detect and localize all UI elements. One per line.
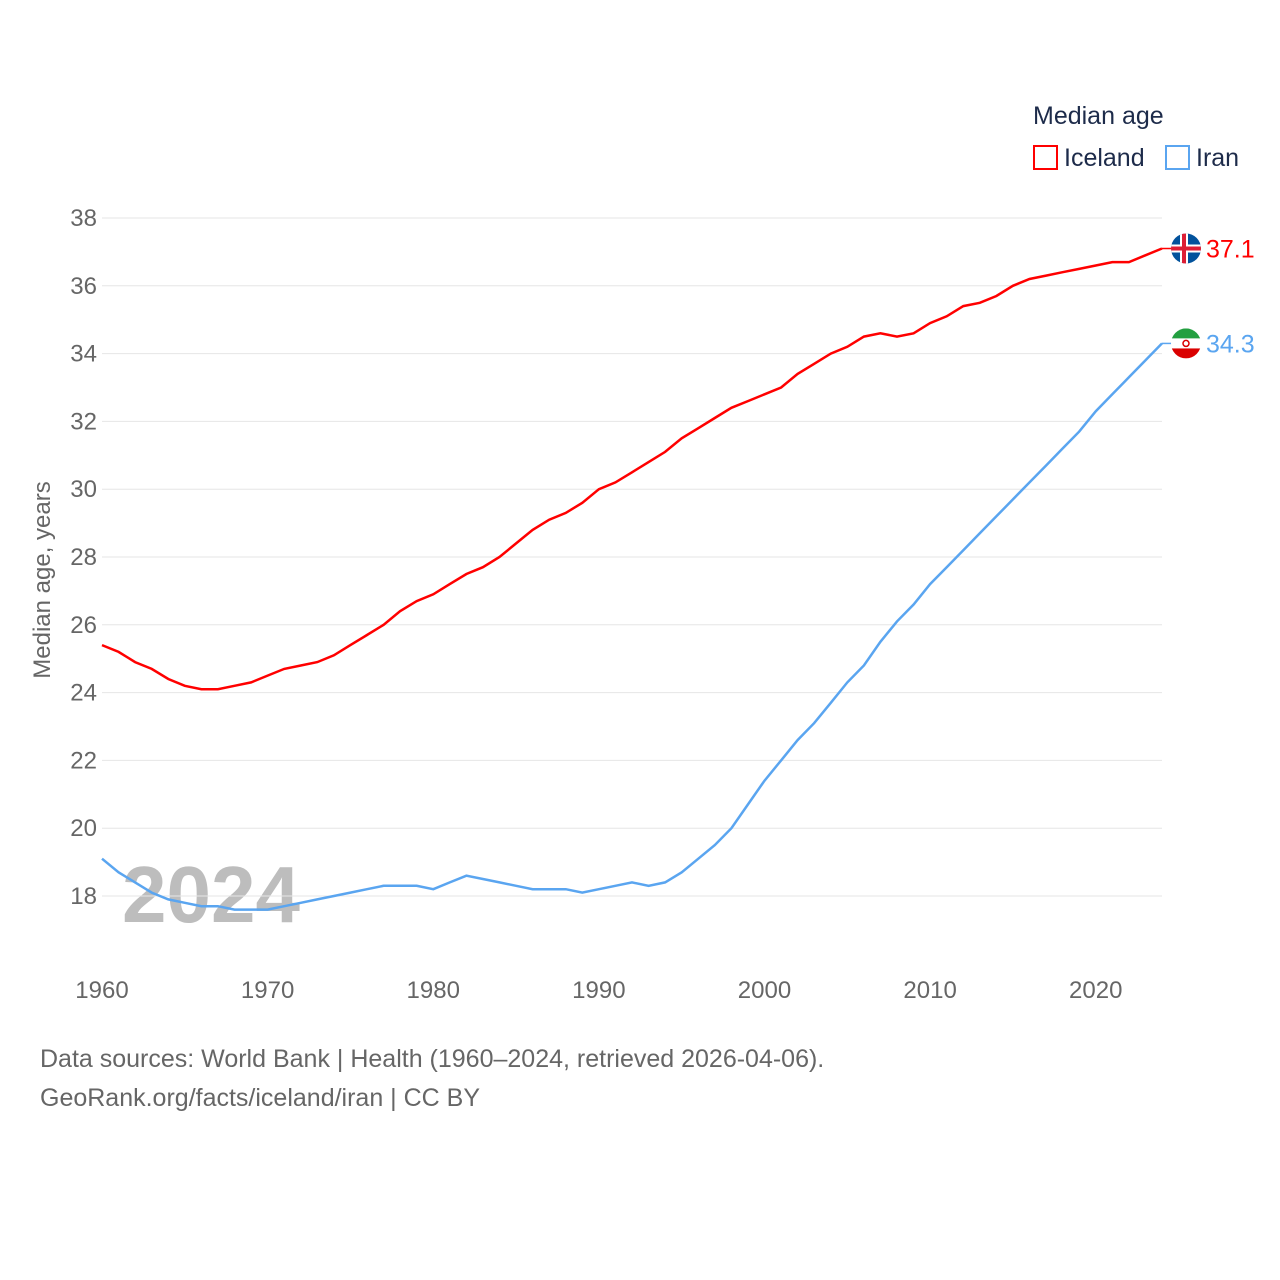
x-tick-label: 1960	[75, 977, 128, 1004]
end-value-label-iceland: 37.1	[1206, 236, 1255, 264]
series-line-iran	[101, 342, 1163, 911]
y-tick-label: 38	[70, 205, 97, 232]
legend-label-iceland: Iceland	[1064, 144, 1145, 172]
y-tick-label: 32	[70, 408, 97, 435]
y-tick-label: 18	[70, 883, 97, 910]
credit-link[interactable]: GeoRank.org/facts/iceland/iran | CC BY	[40, 1084, 481, 1112]
y-axis-label: Median age, years	[29, 481, 56, 678]
y-tick-label: 34	[70, 341, 97, 368]
x-tick-label: 1970	[241, 977, 294, 1004]
y-tick-label: 28	[70, 544, 97, 571]
iceland-flag-icon	[1171, 233, 1201, 264]
end-value-label-iran: 34.3	[1206, 330, 1255, 358]
y-tick-label: 36	[70, 273, 97, 300]
x-tick-label: 2020	[1069, 977, 1122, 1004]
y-tick-label: 30	[70, 476, 97, 503]
y-tick-label: 20	[70, 815, 97, 842]
line-chart: 2024 18 20 22 24 26 28 30 32 34 36 38 1960 1970 1980 19…	[29, 102, 1255, 1004]
iran-flag-icon	[1171, 328, 1201, 359]
x-tick-label: 1980	[407, 977, 460, 1004]
x-tick-label: 2010	[903, 977, 956, 1004]
y-tick-label: 26	[70, 612, 97, 639]
legend-label-iran: Iran	[1196, 144, 1239, 172]
year-watermark: 2024	[122, 850, 300, 939]
legend-swatch-iceland	[1033, 145, 1058, 170]
x-tick-label: 1990	[572, 977, 625, 1004]
legend-swatch-iran	[1165, 145, 1190, 170]
legend-title: Median age	[1033, 102, 1164, 130]
y-tick-label: 22	[70, 747, 97, 774]
x-tick-label: 2000	[738, 977, 791, 1004]
y-tick-label: 24	[70, 680, 97, 707]
series-line-iceland	[101, 247, 1163, 691]
data-sources: Data sources: World Bank | Health (1960–…	[40, 1045, 825, 1073]
